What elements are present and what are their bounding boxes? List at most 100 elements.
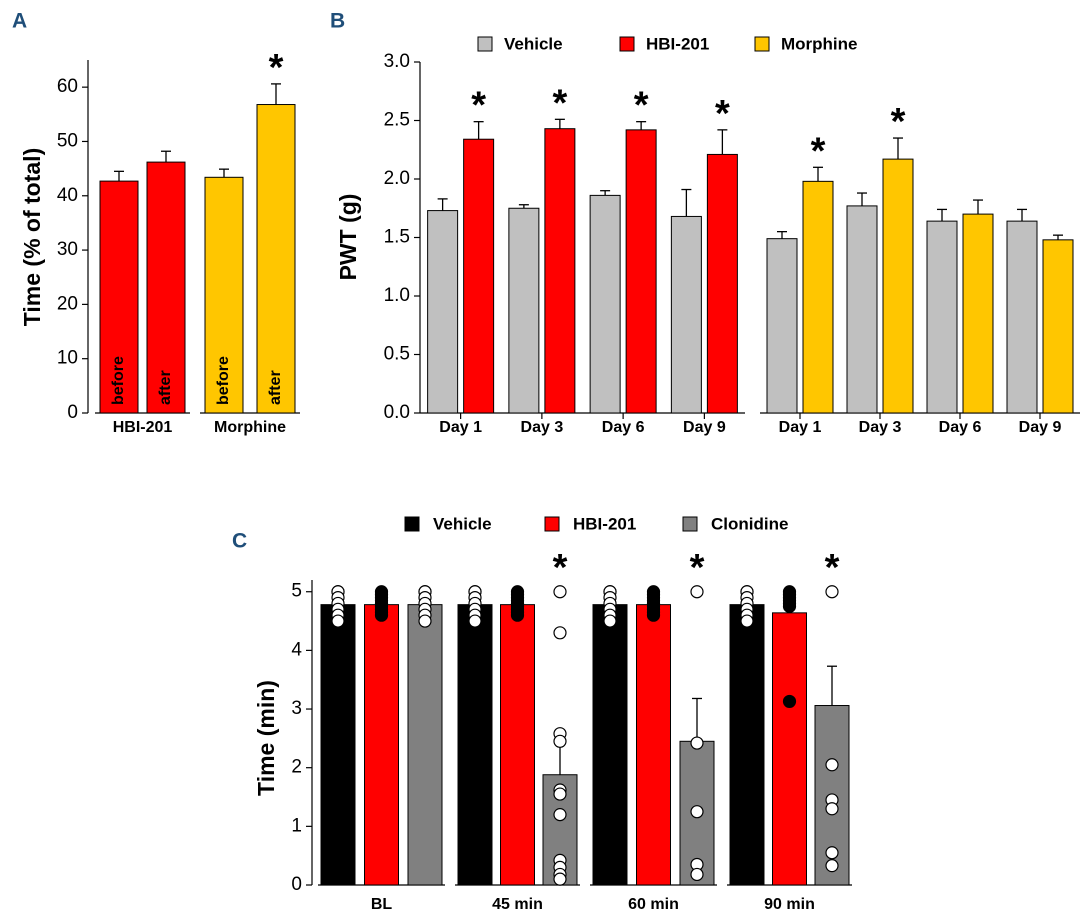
bar xyxy=(204,176,244,414)
x-tick-label: 90 min xyxy=(764,896,815,913)
data-point xyxy=(825,859,839,873)
bar xyxy=(636,604,671,886)
bar xyxy=(1042,239,1074,414)
data-point xyxy=(553,808,567,822)
legend-label: Clonidine xyxy=(711,514,788,533)
y-tick-label: 50 xyxy=(57,130,78,151)
y-tick-label: 0 xyxy=(291,874,302,895)
legend-swatch xyxy=(544,516,560,532)
bar xyxy=(625,129,657,414)
bar xyxy=(592,604,628,886)
x-tick-label: Day 6 xyxy=(939,419,982,436)
y-tick-label: 20 xyxy=(57,293,78,314)
data-point xyxy=(690,585,704,599)
bar xyxy=(670,215,702,414)
y-axis-title: Time (% of total) xyxy=(19,148,45,326)
data-point xyxy=(553,626,567,640)
bar xyxy=(962,213,994,414)
data-point xyxy=(418,614,432,628)
legend-label: Morphine xyxy=(781,34,858,53)
significance-star: * xyxy=(553,547,568,589)
y-tick-label: 0.5 xyxy=(384,344,410,365)
y-tick-label: 4 xyxy=(291,639,302,660)
data-point xyxy=(782,694,797,709)
x-tick-label: 60 min xyxy=(628,896,679,913)
bar xyxy=(544,128,576,414)
y-axis-title: Time (min) xyxy=(253,680,279,796)
significance-star: * xyxy=(552,82,567,124)
data-point xyxy=(553,872,567,886)
bar xyxy=(882,158,914,414)
data-point xyxy=(553,787,567,801)
data-point xyxy=(740,614,754,628)
bar-label: before xyxy=(110,356,127,405)
data-point xyxy=(646,608,661,622)
y-tick-label: 1.5 xyxy=(384,227,410,248)
data-point xyxy=(331,614,345,628)
legend-swatch xyxy=(404,516,420,532)
panel-label: A xyxy=(12,10,27,33)
significance-star: * xyxy=(471,85,486,127)
bar xyxy=(706,153,738,414)
x-tick-label: Day 1 xyxy=(779,419,822,436)
y-tick-label: 2.5 xyxy=(384,110,410,131)
y-tick-label: 5 xyxy=(291,581,302,602)
legend-label: HBI-201 xyxy=(573,514,636,533)
panel-label: B xyxy=(330,10,345,33)
significance-star: * xyxy=(811,130,826,172)
bar xyxy=(99,180,139,414)
significance-star: * xyxy=(269,47,284,89)
y-tick-label: 2 xyxy=(291,757,302,778)
x-tick-label: Day 6 xyxy=(602,419,645,436)
significance-star: * xyxy=(891,101,906,143)
group-label: HBI-201 xyxy=(113,419,173,436)
bar-label: before xyxy=(215,356,232,405)
bar xyxy=(320,604,356,886)
bar xyxy=(508,207,540,414)
bar xyxy=(1006,220,1038,414)
data-point xyxy=(553,734,567,748)
data-point xyxy=(468,614,482,628)
bar xyxy=(256,104,296,414)
bar xyxy=(772,612,807,886)
significance-star: * xyxy=(634,85,649,127)
data-point xyxy=(690,736,704,750)
bar xyxy=(364,604,399,886)
legend-label: HBI-201 xyxy=(646,34,709,53)
data-point xyxy=(825,758,839,772)
y-tick-label: 3.0 xyxy=(384,51,410,72)
bar-label: after xyxy=(157,370,174,405)
bar-label: after xyxy=(267,370,284,405)
y-tick-label: 1.0 xyxy=(384,285,410,306)
bar xyxy=(427,210,459,414)
data-point xyxy=(825,802,839,816)
y-tick-label: 40 xyxy=(57,185,78,206)
x-tick-label: 45 min xyxy=(492,896,543,913)
significance-star: * xyxy=(715,93,730,135)
legend-label: Vehicle xyxy=(504,34,563,53)
legend-label: Vehicle xyxy=(433,514,492,533)
significance-star: * xyxy=(690,547,705,589)
bar xyxy=(146,161,186,414)
data-point xyxy=(553,585,567,599)
y-axis-title: PWT (g) xyxy=(335,194,361,281)
bar xyxy=(589,194,621,414)
y-tick-label: 1 xyxy=(291,815,302,836)
x-tick-label: Day 1 xyxy=(439,419,482,436)
x-tick-label: Day 3 xyxy=(521,419,564,436)
significance-star: * xyxy=(825,547,840,589)
bar xyxy=(463,138,495,414)
y-tick-label: 2.0 xyxy=(384,168,410,189)
legend-swatch xyxy=(682,516,698,532)
y-tick-label: 60 xyxy=(57,76,78,97)
bar xyxy=(926,220,958,414)
x-tick-label: Day 3 xyxy=(859,419,902,436)
panel-label: C xyxy=(232,530,247,553)
data-point xyxy=(825,585,839,599)
x-tick-label: BL xyxy=(371,896,393,913)
y-tick-label: 10 xyxy=(57,348,78,369)
group-label: Morphine xyxy=(214,419,286,436)
bar xyxy=(407,604,443,886)
y-tick-label: 3 xyxy=(291,698,302,719)
